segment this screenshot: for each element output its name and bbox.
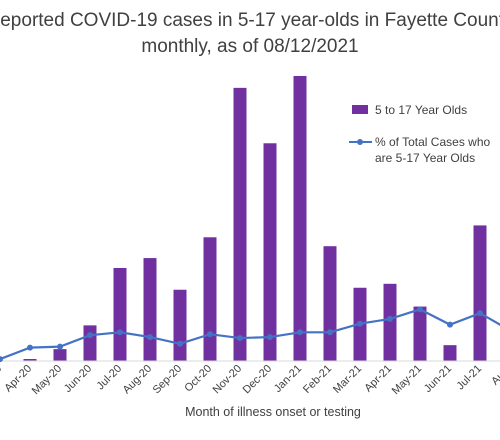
x-tick-label: May-21 — [390, 363, 424, 397]
bar-Jul-20 — [113, 267, 127, 361]
pct-line — [0, 308, 500, 361]
bar-Aug-20 — [143, 258, 157, 361]
pct-point-May-21 — [417, 306, 423, 313]
chart-title-line-2: monthly, as of 08/12/2021 — [141, 36, 358, 57]
legend-line-label-1: % of Total Cases who — [375, 135, 490, 149]
pct-point-Aug-20 — [147, 334, 153, 341]
pct-point-May-20 — [57, 343, 63, 350]
bar-May-21 — [413, 306, 427, 361]
x-tick-label: Dec-20 — [241, 363, 275, 397]
x-tick-label: 20 — [0, 363, 4, 380]
x-tick-label: Jan-21 — [272, 363, 304, 395]
bar-Oct-20 — [203, 237, 217, 361]
bar-Apr-21 — [383, 283, 397, 361]
x-tick-label: Mar-21 — [331, 363, 364, 396]
x-tick-label: May-20 — [30, 363, 64, 397]
x-tick-label: Oct-20 — [182, 363, 214, 395]
legend: 5 to 17 Year Olds % of Total Cases who a… — [349, 103, 490, 165]
pct-point-Mar-21 — [357, 320, 363, 327]
pct-point-Apr-20 — [27, 344, 33, 351]
bar-Jan-21 — [293, 75, 307, 361]
x-tick-label: Jun-21 — [422, 363, 454, 395]
x-tick-label: Aug- — [489, 362, 500, 387]
x-tick-label: Sep-20 — [151, 363, 185, 397]
pct-point-Mar-20 — [0, 356, 3, 363]
x-tick-label: Apr-21 — [362, 363, 394, 395]
pct-point-Jul-21 — [477, 310, 483, 317]
bar-Jul-21 — [473, 225, 487, 361]
pct-point-Oct-20 — [207, 331, 213, 338]
bar-Apr-20 — [23, 359, 37, 361]
x-tick-label: Nov-20 — [211, 363, 245, 397]
pct-point-Sep-20 — [177, 340, 183, 347]
legend-bar-label: 5 to 17 Year Olds — [375, 103, 467, 117]
bar-Feb-21 — [323, 246, 337, 361]
line-series — [0, 306, 500, 363]
bar-Dec-20 — [263, 143, 277, 361]
legend-bar-swatch — [352, 105, 368, 114]
chart-title-line-1: Reported COVID-19 cases in 5-17 year-old… — [0, 10, 500, 31]
pct-point-Jan-21 — [297, 329, 303, 336]
pct-point-Dec-20 — [267, 334, 273, 341]
pct-point-Feb-21 — [327, 329, 333, 336]
pct-point-Jul-20 — [117, 329, 123, 336]
legend-line-marker — [357, 139, 363, 145]
bar-Jun-20 — [83, 325, 97, 361]
x-tick-label: Aug-20 — [121, 363, 155, 397]
pct-point-Jun-20 — [87, 332, 93, 339]
pct-point-Apr-21 — [387, 315, 393, 322]
x-axis-title: Month of illness onset or testing — [185, 405, 361, 419]
x-tick-label: Jun-20 — [62, 363, 94, 395]
pct-point-Jun-21 — [447, 321, 453, 328]
legend-line-label-2: are 5-17 Year Olds — [375, 151, 475, 165]
pct-point-Nov-20 — [237, 335, 243, 342]
bar-Jun-21 — [443, 345, 457, 361]
bar-May-20 — [53, 349, 67, 361]
x-tick-label: Feb-21 — [301, 363, 334, 396]
x-tick-label: Apr-20 — [2, 363, 34, 395]
x-tick-label: Jul-21 — [454, 363, 484, 393]
bar-series — [23, 75, 487, 362]
bar-Nov-20 — [233, 87, 247, 362]
bar-Sep-20 — [173, 289, 187, 361]
